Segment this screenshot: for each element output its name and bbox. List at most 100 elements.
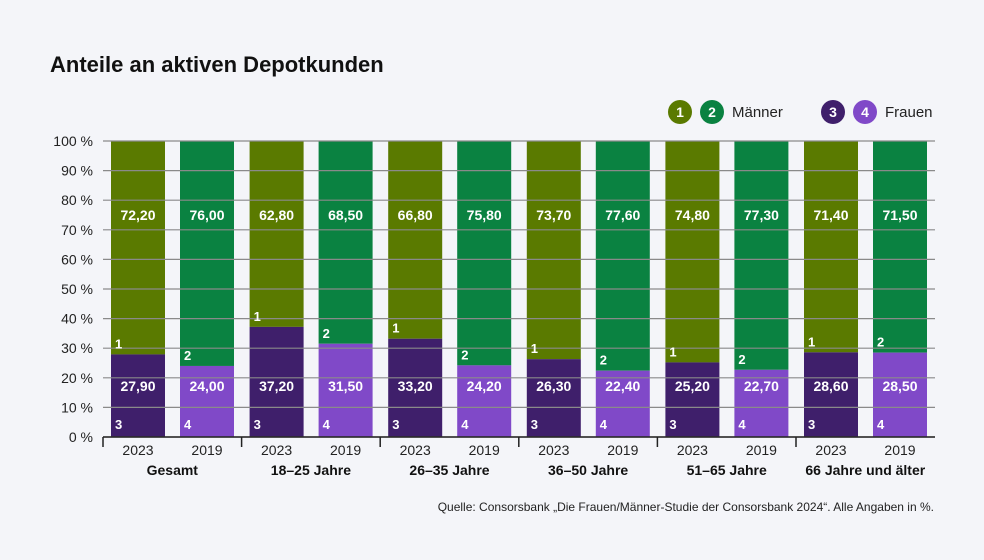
marker-men: 2 xyxy=(877,335,884,350)
value-label-men: 76,00 xyxy=(189,207,224,223)
x-tick-year: 2019 xyxy=(191,442,222,458)
y-tick-label: 100 % xyxy=(53,133,93,149)
source-note: Quelle: Consorsbank „Die Frauen/Männer-S… xyxy=(437,500,934,514)
bar-women xyxy=(595,370,650,437)
bar-women xyxy=(111,354,165,437)
marker-women: 3 xyxy=(669,417,676,432)
marker-women: 3 xyxy=(808,417,815,432)
legend-women: 3 4 Frauen xyxy=(821,100,933,124)
legend-marker-2: 2 xyxy=(700,100,724,124)
bar-men xyxy=(249,141,304,327)
bar-men xyxy=(734,141,789,370)
marker-women: 3 xyxy=(115,417,122,432)
bar-men xyxy=(526,141,581,360)
marker-men: 2 xyxy=(600,353,607,368)
bar-men xyxy=(804,141,858,353)
x-tick-year: 2023 xyxy=(815,442,846,458)
bar-women xyxy=(734,369,789,437)
x-tick-year: 2023 xyxy=(261,442,292,458)
group-label: Gesamt xyxy=(147,462,199,478)
y-tick-label: 80 % xyxy=(61,192,93,208)
x-tick-year: 2023 xyxy=(122,442,153,458)
marker-men: 2 xyxy=(323,326,330,341)
bar-women xyxy=(318,343,373,437)
group-label: 36–50 Jahre xyxy=(548,462,628,478)
x-tick-year: 2023 xyxy=(538,442,569,458)
value-label-men: 77,30 xyxy=(744,207,779,223)
marker-men: 1 xyxy=(808,334,815,349)
value-label-women: 37,20 xyxy=(259,378,294,394)
legend-label-men: Männer xyxy=(732,103,783,121)
legend-marker-3: 3 xyxy=(821,100,845,124)
y-tick-label: 60 % xyxy=(61,251,93,267)
value-label-men: 77,60 xyxy=(605,207,640,223)
legend-label-women: Frauen xyxy=(885,103,933,121)
y-tick-label: 90 % xyxy=(61,163,93,179)
marker-men: 2 xyxy=(738,352,745,367)
marker-men: 2 xyxy=(461,347,468,362)
marker-women: 4 xyxy=(600,417,608,432)
value-label-women: 24,00 xyxy=(189,378,224,394)
bar-men xyxy=(318,141,373,344)
chart-title: Anteile an aktiven Depotkunden xyxy=(50,52,384,77)
marker-women: 4 xyxy=(461,417,469,432)
bar-men xyxy=(388,141,443,339)
y-tick-label: 40 % xyxy=(61,311,93,327)
bar-men xyxy=(595,141,650,371)
value-label-women: 24,20 xyxy=(467,378,502,394)
value-label-women: 22,40 xyxy=(605,378,640,394)
marker-women: 4 xyxy=(184,417,192,432)
x-tick-year: 2019 xyxy=(469,442,500,458)
value-label-women: 25,20 xyxy=(675,378,710,394)
bar-men xyxy=(111,141,165,355)
x-tick-year: 2019 xyxy=(746,442,777,458)
bar-women xyxy=(388,338,443,437)
y-tick-label: 30 % xyxy=(61,340,93,356)
value-label-women: 27,90 xyxy=(120,378,155,394)
marker-women: 3 xyxy=(392,417,399,432)
value-label-women: 28,50 xyxy=(882,378,917,394)
y-tick-label: 0 % xyxy=(69,429,93,445)
marker-men: 2 xyxy=(184,348,191,363)
value-label-women: 26,30 xyxy=(536,378,571,394)
marker-men: 1 xyxy=(254,309,261,324)
bar-women xyxy=(249,326,304,437)
value-label-men: 68,50 xyxy=(328,207,363,223)
bar-men xyxy=(457,141,512,366)
marker-women: 3 xyxy=(254,417,261,432)
marker-men: 1 xyxy=(669,344,676,359)
x-tick-year: 2023 xyxy=(400,442,431,458)
marker-women: 4 xyxy=(877,417,885,432)
marker-women: 4 xyxy=(738,417,746,432)
marker-men: 1 xyxy=(531,341,538,356)
group-label: 66 Jahre und älter xyxy=(805,462,925,478)
value-label-men: 71,40 xyxy=(813,207,848,223)
group-label: 18–25 Jahre xyxy=(271,462,351,478)
value-label-men: 75,80 xyxy=(467,207,502,223)
value-label-women: 28,60 xyxy=(813,378,848,394)
x-tick-year: 2023 xyxy=(677,442,708,458)
bar-women xyxy=(804,352,858,437)
marker-women: 4 xyxy=(323,417,331,432)
value-label-women: 33,20 xyxy=(398,378,433,394)
legend-marker-1: 1 xyxy=(668,100,692,124)
group-label: 51–65 Jahre xyxy=(687,462,767,478)
value-label-women: 22,70 xyxy=(744,378,779,394)
value-label-men: 71,50 xyxy=(882,207,917,223)
bar-women xyxy=(665,362,720,437)
value-label-men: 66,80 xyxy=(398,207,433,223)
x-tick-year: 2019 xyxy=(607,442,638,458)
group-label: 26–35 Jahre xyxy=(409,462,489,478)
y-tick-label: 70 % xyxy=(61,222,93,238)
x-tick-year: 2019 xyxy=(330,442,361,458)
value-label-women: 31,50 xyxy=(328,378,363,394)
value-label-men: 73,70 xyxy=(536,207,571,223)
y-tick-label: 10 % xyxy=(61,399,93,415)
y-tick-label: 50 % xyxy=(61,281,93,297)
y-tick-label: 20 % xyxy=(61,370,93,386)
marker-men: 1 xyxy=(115,336,122,351)
legend-men: 1 2 Männer xyxy=(668,100,783,124)
marker-women: 3 xyxy=(531,417,538,432)
